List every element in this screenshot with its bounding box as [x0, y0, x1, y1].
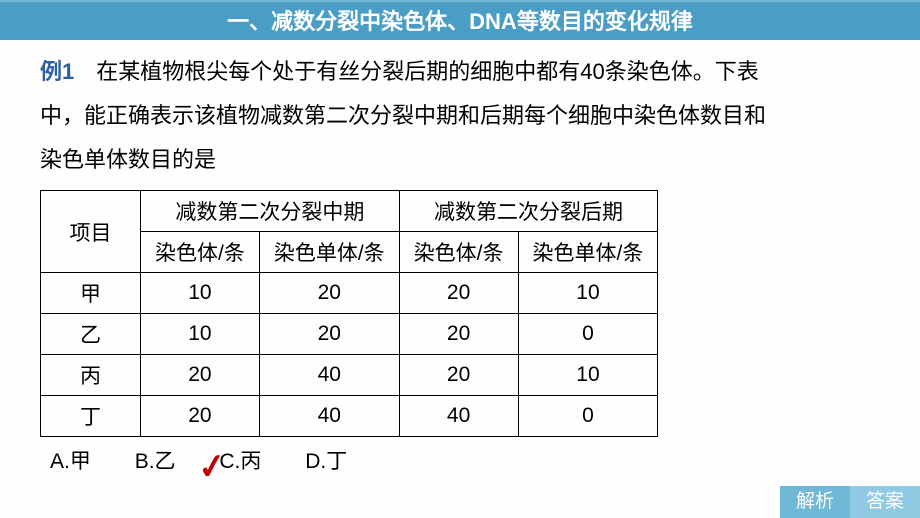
- sub-header: 染色单体/条: [518, 232, 658, 273]
- data-table: 项目 减数第二次分裂中期 减数第二次分裂后期 染色体/条 染色单体/条 染色体/…: [40, 190, 658, 437]
- answer-button[interactable]: 答案: [850, 486, 920, 518]
- cell: 10: [518, 355, 658, 396]
- section-header: 一、减数分裂中染色体、DNA等数目的变化规律: [0, 0, 920, 40]
- table-row: 乙 10 20 20 0: [41, 314, 658, 355]
- cell: 10: [141, 314, 260, 355]
- table-header-row-1: 项目 减数第二次分裂中期 减数第二次分裂后期: [41, 191, 658, 232]
- sub-header: 染色体/条: [399, 232, 518, 273]
- row-label: 丁: [41, 396, 141, 437]
- q-text-2: 中，能正确表示该植物减数第二次分裂中期和后期每个细胞中染色体数目和: [40, 94, 880, 138]
- group-header-metaphase: 减数第二次分裂中期: [141, 191, 400, 232]
- question-line-1: 例1 在某植物根尖每个处于有丝分裂后期的细胞中都有40条染色体。下表: [40, 50, 880, 94]
- cell: 40: [399, 396, 518, 437]
- option-b[interactable]: B.乙: [135, 445, 176, 475]
- bottom-button-bar: 解析 答案: [780, 486, 920, 518]
- table-row: 丙 20 40 20 10: [41, 355, 658, 396]
- cell: 0: [518, 396, 658, 437]
- analyze-button[interactable]: 解析: [780, 486, 850, 518]
- q-text-1: 在某植物根尖每个处于有丝分裂后期的细胞中都有40条染色体。下表: [74, 59, 758, 84]
- sub-header: 染色体/条: [141, 232, 260, 273]
- option-c[interactable]: C.丙: [219, 445, 261, 475]
- cell: 20: [399, 273, 518, 314]
- cell: 20: [259, 273, 399, 314]
- row-label: 甲: [41, 273, 141, 314]
- option-a[interactable]: A.甲: [50, 445, 91, 475]
- q-text-3: 染色单体数目的是: [40, 138, 880, 182]
- cell: 20: [399, 355, 518, 396]
- cell: 20: [259, 314, 399, 355]
- row-label: 丙: [41, 355, 141, 396]
- answer-options: A.甲 B.乙 C.丙 D.丁 ✓: [0, 445, 920, 475]
- cell: 0: [518, 314, 658, 355]
- cell: 10: [141, 273, 260, 314]
- table-row: 甲 10 20 20 10: [41, 273, 658, 314]
- cell: 40: [259, 355, 399, 396]
- row-label: 乙: [41, 314, 141, 355]
- question-block: 例1 在某植物根尖每个处于有丝分裂后期的细胞中都有40条染色体。下表 中，能正确…: [0, 40, 920, 182]
- cell: 20: [141, 355, 260, 396]
- table-row: 丁 20 40 40 0: [41, 396, 658, 437]
- cell: 40: [259, 396, 399, 437]
- cell: 10: [518, 273, 658, 314]
- example-label: 例1: [40, 59, 74, 84]
- group-header-anaphase: 减数第二次分裂后期: [399, 191, 658, 232]
- cell: 20: [399, 314, 518, 355]
- cell: 20: [141, 396, 260, 437]
- col-header-item: 项目: [41, 191, 141, 273]
- option-d[interactable]: D.丁: [305, 445, 347, 475]
- sub-header: 染色单体/条: [259, 232, 399, 273]
